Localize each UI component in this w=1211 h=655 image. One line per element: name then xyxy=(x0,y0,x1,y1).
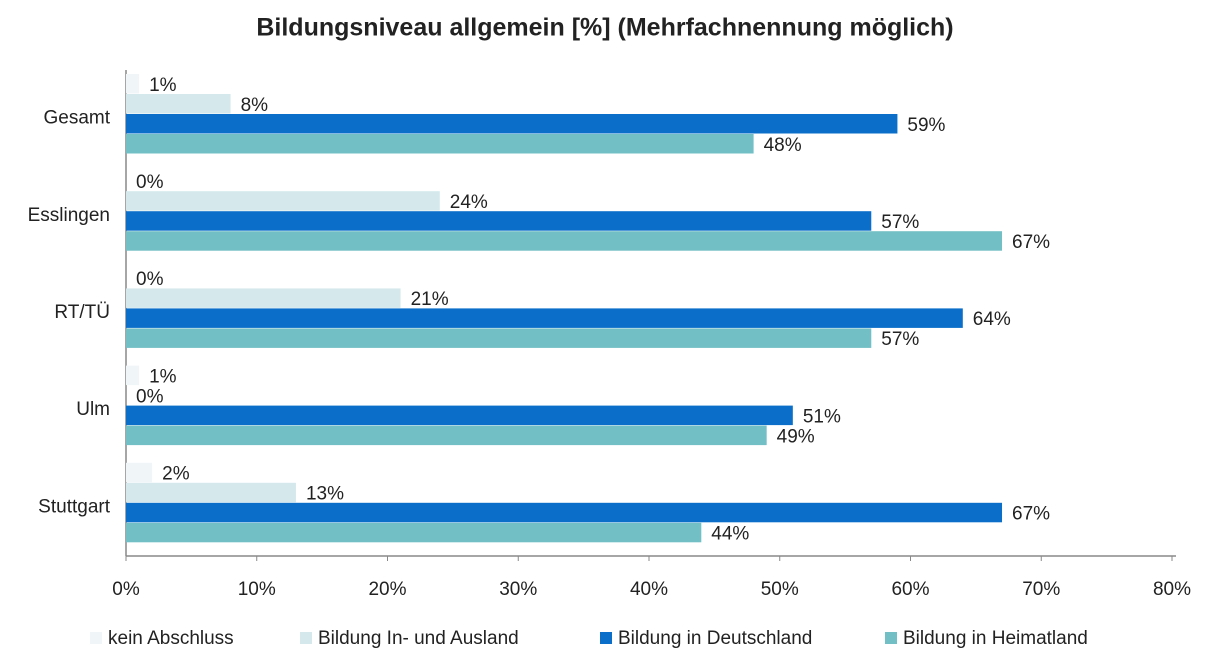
bar xyxy=(126,502,1003,523)
bar xyxy=(126,211,872,231)
data-label: 57% xyxy=(881,329,919,350)
bar xyxy=(126,522,702,543)
data-label: 2% xyxy=(162,464,190,485)
data-label: 48% xyxy=(764,135,802,156)
x-tick-label: 10% xyxy=(238,579,276,600)
bar xyxy=(126,74,140,94)
y-tick-label: Esslingen xyxy=(28,205,110,226)
bar xyxy=(126,191,440,211)
bar xyxy=(126,308,963,328)
x-tick-label: 0% xyxy=(112,579,140,600)
x-tick-label: 60% xyxy=(891,579,929,600)
legend-label: Bildung In- und Ausland xyxy=(318,628,519,649)
bar xyxy=(126,114,898,134)
y-tick-label: Stuttgart xyxy=(38,496,111,517)
bar xyxy=(126,328,872,348)
x-tick-label: 70% xyxy=(1022,579,1060,600)
legend-label: Bildung in Deutschland xyxy=(618,628,812,649)
data-label: 44% xyxy=(711,524,749,545)
legend-label: Bildung in Heimatland xyxy=(903,628,1088,649)
x-tick-label: 20% xyxy=(368,579,406,600)
legend-swatch xyxy=(885,632,897,644)
bar xyxy=(126,425,767,446)
x-tick-label: 80% xyxy=(1153,579,1191,600)
data-label: 24% xyxy=(450,192,488,213)
bar xyxy=(126,288,401,308)
x-tick-label: 50% xyxy=(761,579,799,600)
bar xyxy=(126,462,153,483)
bar xyxy=(126,405,793,426)
legend-swatch xyxy=(600,632,612,644)
data-label: 8% xyxy=(241,95,269,116)
y-tick-label: Gesamt xyxy=(43,108,110,129)
data-label: 51% xyxy=(803,406,841,427)
data-label: 0% xyxy=(136,172,164,193)
legend-label: kein Abschluss xyxy=(108,628,234,649)
data-label: 1% xyxy=(149,75,177,96)
data-label: 49% xyxy=(777,426,815,447)
data-label: 13% xyxy=(306,484,344,505)
data-label: 57% xyxy=(881,212,919,233)
data-label: 59% xyxy=(907,115,945,136)
x-tick-label: 30% xyxy=(499,579,537,600)
data-label: 0% xyxy=(136,386,164,407)
bar xyxy=(126,231,1003,251)
x-tick-label: 40% xyxy=(630,579,668,600)
legend-swatch xyxy=(90,632,102,644)
data-label: 1% xyxy=(149,366,177,387)
data-label: 21% xyxy=(411,289,449,310)
data-label: 0% xyxy=(136,269,164,290)
legend-swatch xyxy=(300,632,312,644)
data-label: 67% xyxy=(1012,504,1050,525)
y-tick-label: Ulm xyxy=(76,399,110,420)
bar xyxy=(126,482,296,503)
bar xyxy=(126,134,754,154)
data-label: 67% xyxy=(1012,232,1050,253)
bar xyxy=(126,365,140,386)
data-label: 64% xyxy=(973,309,1011,330)
chart-title: Bildungsniveau allgemein [%] (Mehrfachne… xyxy=(256,14,953,42)
y-tick-label: RT/TÜ xyxy=(54,302,110,323)
bar xyxy=(126,94,231,114)
